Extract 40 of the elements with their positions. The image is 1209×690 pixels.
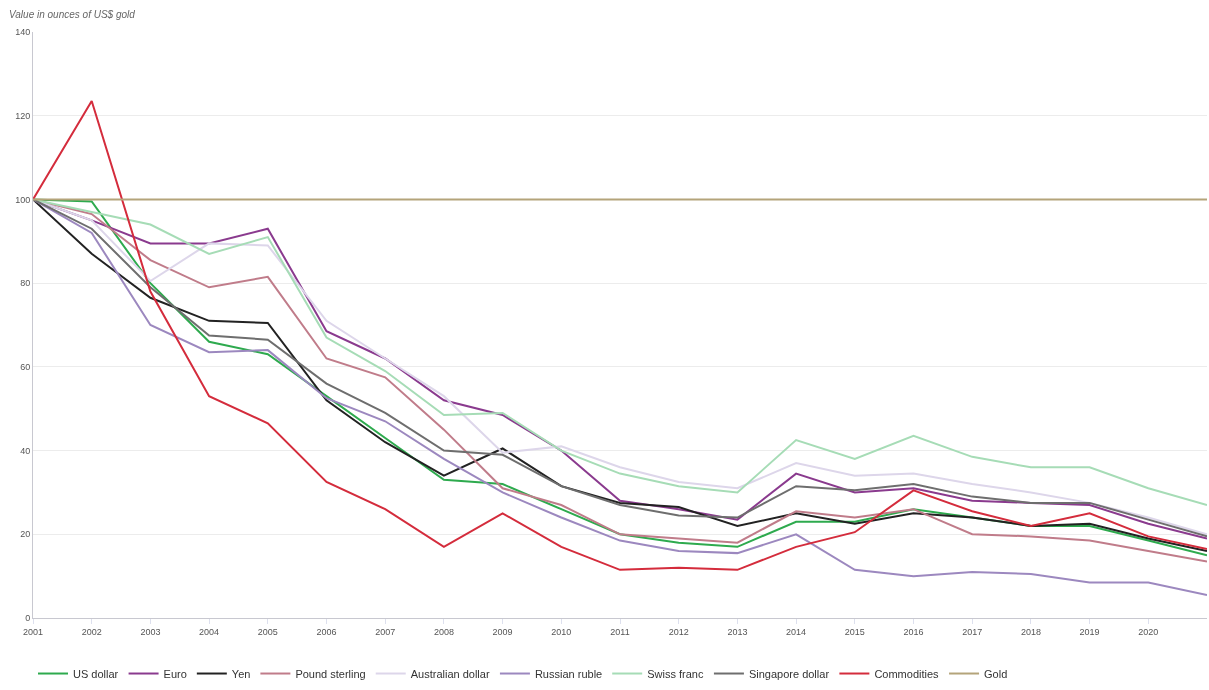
x-tick-label: 2018 [1020,626,1041,637]
x-tick-label: 2007 [375,626,396,637]
x-tick-label: 2015 [844,626,865,637]
legend-label: Singapore dollar [748,667,830,680]
line-series [33,100,1207,571]
legend-label: Pound sterling [295,667,366,680]
x-tick-label: 2020 [1138,626,1159,637]
legend-label: Swiss franc [647,667,704,680]
x-tick-label: 2002 [81,626,102,637]
x-tick-label: 2006 [316,626,337,637]
y-tick-label: 120 [15,110,31,121]
y-tick-label: 140 [15,27,31,38]
x-tick-label: 2008 [433,626,454,637]
x-tick-label: 2005 [257,626,278,637]
x-tick-label: 2003 [140,626,161,637]
x-tick-label: 2016 [903,626,924,637]
legend-label: US dollar [73,667,119,680]
legend-label: Commodities [874,667,940,680]
x-tick-label: 2009 [492,626,513,637]
x-tick-label: 2013 [727,626,748,637]
x-tick-label: 2014 [786,626,807,637]
y-tick-label: 20 [20,529,31,540]
x-tick-label: 2019 [1079,626,1100,637]
x-tick-label: 2001 [22,626,44,637]
legend-label: Yen [231,667,251,680]
y-tick-label: 100 [15,194,31,205]
legend-label: Gold [984,667,1008,680]
y-axis-title: Value in ounces of US$ gold [9,9,136,20]
legend-label: Euro [163,667,187,680]
x-tick-label: 2011 [610,626,630,637]
y-tick-label: 80 [20,278,31,289]
x-tick-label: 2012 [668,626,689,637]
x-tick-label: 2017 [962,626,983,637]
y-tick-label: 0 [25,613,31,624]
legend-label: Russian ruble [534,667,603,680]
x-tick-label: 2004 [199,626,220,637]
y-tick-label: 40 [20,445,31,456]
x-tick-label: 2010 [551,626,572,637]
y-tick-label: 60 [20,362,31,373]
legend-label: Australian dollar [410,667,490,680]
